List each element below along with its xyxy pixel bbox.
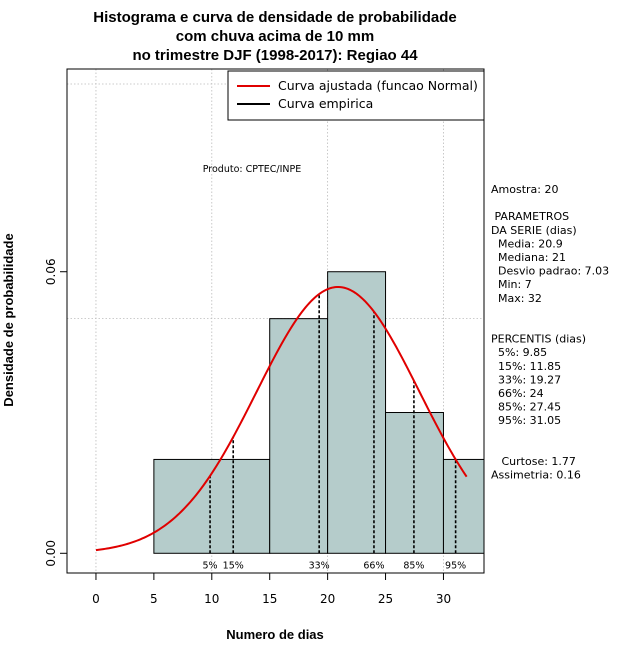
stats-line-12: 5%: 9.85	[491, 346, 547, 359]
chart-title-line-3: no trimestre DJF (1998-2017): Regiao 44	[132, 47, 418, 64]
x-tick-label-15: 15	[262, 592, 277, 606]
x-tick-label-20: 20	[320, 592, 335, 606]
percentile-label-85%: 85%	[403, 560, 424, 571]
x-tick-label-10: 10	[204, 592, 219, 606]
x-axis: 0 5 10 15 20 25 30	[92, 572, 451, 606]
histogram-bar-0	[153, 458, 271, 554]
stats-line-7: Min: 7	[491, 278, 532, 291]
stats-line-15: 66%: 24	[491, 387, 544, 400]
percentile-label-95%: 95%	[445, 560, 466, 571]
histogram-bar-4	[442, 458, 485, 554]
legend-entry-normal: Curva ajustada (funcao Normal)	[278, 78, 478, 93]
percentile-label-15%: 15%	[223, 560, 244, 571]
y-tick-label-1: 0.06	[44, 258, 58, 285]
x-axis-label: Numero de dias	[226, 627, 324, 642]
stats-line-21: Assimetria: 0.16	[491, 469, 581, 482]
stats-line-13: 15%: 11.85	[491, 360, 561, 373]
y-tick-label-0: 0.00	[44, 540, 58, 567]
chart-title-line-1: Histograma e curva de densidade de proba…	[93, 9, 456, 26]
product-annotation: Produto: CPTEC/INPE	[203, 164, 302, 175]
normal-curve-line	[95, 285, 468, 552]
x-tick-label-30: 30	[436, 592, 451, 606]
stats-line-4: Media: 20.9	[491, 237, 563, 250]
stats-line-20: Curtose: 1.77	[491, 455, 576, 468]
stats-line-16: 85%: 27.45	[491, 401, 561, 414]
chart-title-line-2: com chuva acima de 10 mm	[176, 28, 374, 45]
x-tick-label-25: 25	[378, 592, 393, 606]
histogram-bar-2	[327, 271, 387, 554]
stats-line-6: Desvio padrao: 7.03	[491, 265, 609, 278]
normal-curve	[95, 285, 468, 552]
stats-line-3: DA SERIE (dias)	[491, 224, 577, 237]
percentile-label-5%: 5%	[203, 560, 218, 571]
legend-entry-empirical: Curva empirica	[278, 96, 373, 111]
stats-line-5: Mediana: 21	[491, 251, 566, 264]
stats-line-2: PARAMETROS	[491, 210, 569, 223]
x-tick-label-0: 0	[92, 592, 100, 606]
stats-line-8: Max: 32	[491, 292, 542, 305]
percentile-label-33%: 33%	[309, 560, 330, 571]
stats-line-17: 95%: 31.05	[491, 414, 561, 427]
legend: Curva ajustada (funcao Normal) Curva emp…	[227, 70, 485, 121]
y-axis: 0.00 0.06	[44, 258, 68, 567]
percentile-label-66%: 66%	[363, 560, 384, 571]
legend-box	[227, 70, 485, 121]
stats-line-0: Amostra: 20	[491, 183, 558, 196]
percentile-lines: 5% 15% 33% 66% 85% 95%	[203, 294, 466, 571]
x-tick-label-5: 5	[150, 592, 158, 606]
y-axis-label: Densidade de probabilidade	[1, 233, 16, 406]
histogram-bars	[153, 271, 485, 554]
stats-line-11: PERCENTIS (dias)	[491, 333, 586, 346]
stats-line-14: 33%: 19.27	[491, 373, 561, 386]
chart-title: Histograma e curva de densidade de proba…	[93, 9, 456, 64]
